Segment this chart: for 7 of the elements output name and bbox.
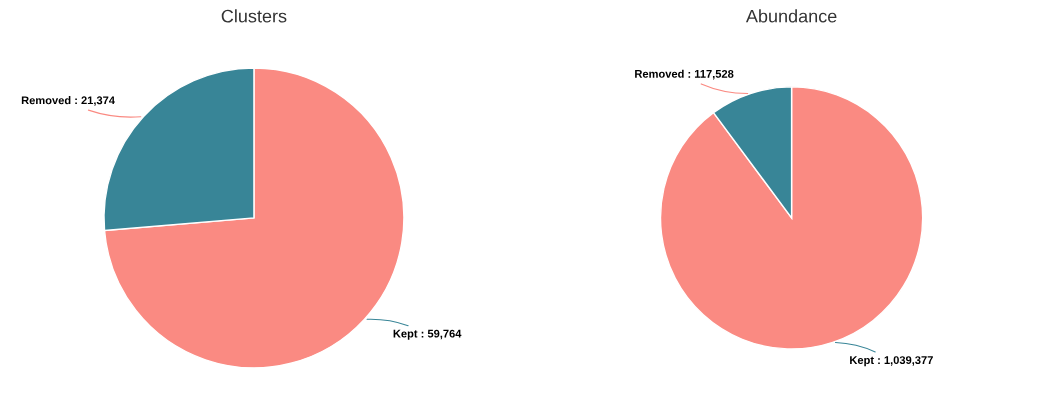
chart-title: Clusters xyxy=(221,9,287,23)
slice-label: Removed : 21,374 xyxy=(21,96,115,106)
chart-title: Abundance xyxy=(745,9,837,23)
slice-label: Kept : 1,039,377 xyxy=(850,356,933,367)
slice-label: Removed : 117,528 xyxy=(635,69,734,80)
slice-label: Kept : 59,764 xyxy=(393,329,462,340)
pie-slice xyxy=(659,86,924,350)
